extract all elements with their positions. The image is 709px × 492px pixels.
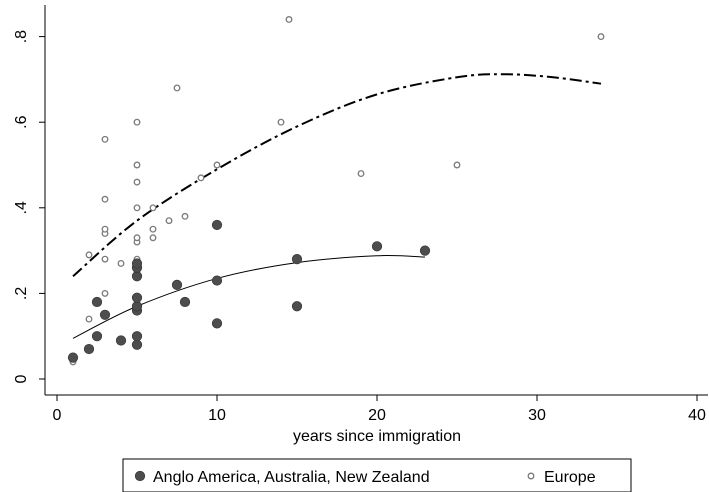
point-anglo-america: [131, 258, 143, 269]
point-anglo-america: [291, 301, 303, 312]
point-europe: [101, 135, 109, 143]
point-europe: [133, 234, 141, 242]
point-europe: [173, 84, 181, 92]
point-anglo-america: [179, 296, 191, 308]
legend-marker-europe: [527, 472, 535, 480]
point-anglo-america: [371, 241, 383, 252]
point-europe: [149, 234, 157, 242]
x-tick-label: 30: [528, 407, 546, 424]
point-anglo-america: [211, 318, 223, 329]
point-anglo-america: [91, 296, 103, 308]
x-tick-label: 20: [368, 407, 386, 424]
point-europe: [101, 255, 109, 263]
point-europe: [165, 217, 173, 225]
axes: 0 10 20 30 40 0 .2 .4 .6 .8: [13, 5, 708, 424]
point-anglo-america: [99, 309, 111, 320]
point-europe: [277, 118, 285, 126]
x-tick-label: 0: [53, 407, 62, 424]
point-europe: [85, 315, 93, 323]
point-europe: [213, 161, 221, 169]
point-europe: [101, 195, 109, 203]
point-europe: [597, 33, 605, 41]
y-tick-label: .4: [13, 201, 30, 214]
point-anglo-america: [131, 301, 143, 312]
y-tick-label: .8: [13, 30, 30, 43]
legend-label-europe: Europe: [544, 469, 596, 486]
legend: Anglo America, Australia, New Zealand Eur…: [122, 458, 632, 492]
point-anglo-america: [115, 335, 127, 346]
point-europe: [133, 204, 141, 212]
y-tick-label: .2: [13, 287, 30, 300]
point-anglo-america: [67, 352, 79, 363]
point-anglo-america: [131, 331, 143, 342]
point-europe: [149, 225, 157, 233]
data-points: [67, 16, 605, 366]
legend-box: [122, 458, 632, 492]
legend-label-anglo-america: Anglo America, Australia, New Zealand: [153, 469, 430, 486]
point-europe: [133, 178, 141, 186]
point-anglo-america: [171, 279, 183, 290]
point-anglo-america: [131, 292, 143, 303]
x-axis-title: years since immigration: [293, 428, 461, 445]
point-europe: [117, 259, 125, 267]
point-europe: [197, 174, 205, 182]
point-europe: [101, 225, 109, 233]
point-europe: [101, 289, 109, 297]
point-anglo-america: [211, 219, 223, 231]
y-tick-label: 0: [13, 374, 30, 383]
legend-marker-anglo-america: [134, 470, 146, 482]
point-europe: [149, 204, 157, 212]
point-europe: [133, 118, 141, 126]
point-europe: [453, 161, 461, 169]
y-tick-label: .6: [13, 115, 30, 128]
point-europe: [285, 16, 293, 23]
point-europe: [85, 251, 93, 259]
point-europe: [181, 212, 189, 220]
point-anglo-america: [91, 331, 103, 342]
point-anglo-america: [131, 271, 143, 282]
fit-line-series-1: [72, 255, 426, 339]
point-anglo-america: [291, 254, 303, 265]
point-anglo-america: [419, 245, 431, 256]
x-tick-label: 10: [208, 407, 226, 424]
point-europe: [133, 161, 141, 169]
point-anglo-america: [83, 343, 95, 355]
x-tick-label: 40: [688, 407, 706, 424]
fit-line-series-2: [72, 73, 602, 278]
point-europe: [357, 170, 365, 178]
point-anglo-america: [211, 275, 223, 286]
point-anglo-america: [131, 339, 143, 350]
